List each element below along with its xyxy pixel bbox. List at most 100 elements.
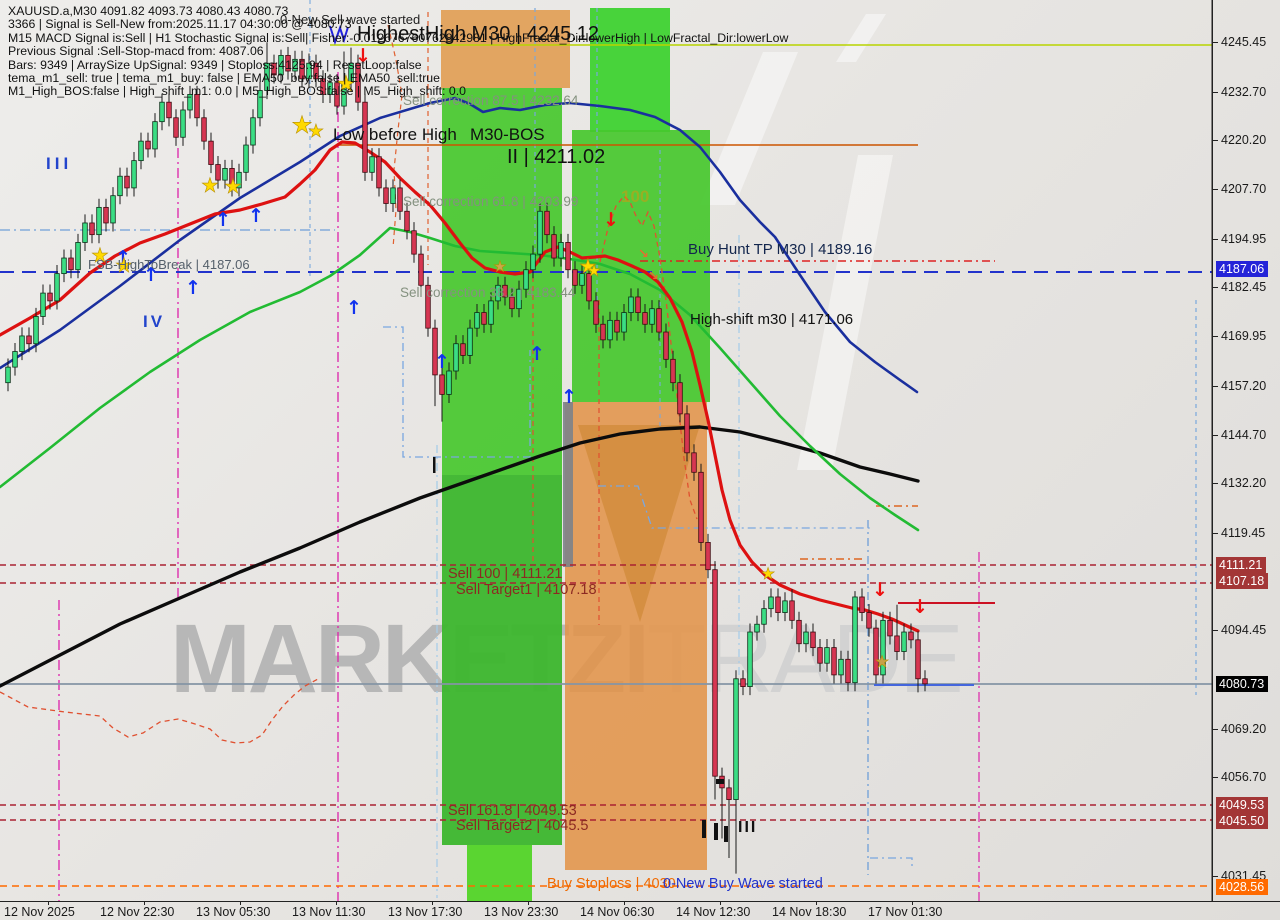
info-line-bars: Bars: 9349 | ArraySize UpSignal: 9349 | … — [8, 57, 422, 72]
price-tick-label: 4119.45 — [1221, 525, 1266, 540]
candle — [859, 596, 865, 613]
signal-arrows: ↑ ↑ ↑ ↑ ↑ ↑ ↑ ↑ ↑ ↓ ↓ ↓ ↓ ↘ ↘ — [115, 45, 928, 618]
candle — [684, 413, 690, 454]
candle — [117, 175, 123, 197]
time-tick — [816, 901, 817, 905]
candle — [124, 175, 130, 189]
candle — [103, 206, 109, 224]
time-tick-label: 13 Nov 11:30 — [292, 905, 366, 919]
candle — [733, 678, 739, 800]
candle — [600, 323, 606, 341]
candle — [796, 619, 802, 645]
down-arrow-icon: ↓ — [355, 45, 371, 67]
time-tick-label: 12 Nov 22:30 — [100, 905, 175, 919]
time-tick-label: 13 Nov 23:30 — [484, 905, 559, 919]
candle — [775, 596, 781, 613]
candle — [467, 327, 473, 356]
candle — [82, 222, 88, 243]
time-tick — [240, 901, 241, 905]
time-tick-label: 13 Nov 17:30 — [388, 905, 463, 919]
candle — [68, 257, 74, 271]
candle — [817, 647, 823, 664]
info-line-bos: M1_High_BOS:false | High_shift_m1: 0.0 |… — [8, 84, 466, 99]
candle — [607, 319, 613, 341]
dashed-trails — [0, 24, 913, 866]
candle — [432, 327, 438, 376]
star-icon: ★ — [875, 652, 889, 671]
candle — [635, 296, 641, 313]
time-tick — [528, 901, 529, 905]
candle — [40, 292, 46, 317]
candle — [544, 210, 550, 236]
time-tick-label: 13 Nov 05:30 — [196, 905, 271, 919]
candle — [12, 351, 18, 368]
candle — [922, 678, 928, 685]
candle — [201, 117, 207, 142]
star-icon: ★ — [336, 72, 356, 97]
candle — [572, 269, 578, 286]
candle — [677, 382, 683, 415]
candle — [271, 62, 277, 76]
up-arrow-icon: ↑ — [185, 277, 201, 299]
star-icon: ★ — [291, 111, 313, 139]
candle — [334, 82, 340, 107]
candle — [355, 62, 361, 103]
candle — [166, 101, 172, 119]
candle — [712, 569, 718, 777]
price-tick-label: 4232.70 — [1221, 84, 1267, 99]
horizontal-levels — [0, 44, 1212, 887]
candle — [621, 312, 627, 333]
candle — [838, 658, 844, 676]
candle — [586, 273, 592, 302]
candle — [754, 623, 760, 633]
star-icon: ★ — [91, 243, 109, 267]
candle — [404, 210, 410, 232]
candle — [908, 631, 914, 641]
time-tick-label: 14 Nov 18:30 — [772, 905, 847, 919]
candle — [670, 358, 676, 384]
candle — [768, 596, 774, 610]
time-tick-label: 14 Nov 06:30 — [580, 905, 655, 919]
time-tick-label: 14 Nov 12:30 — [676, 905, 751, 919]
candle — [411, 230, 417, 255]
up-arrow-icon: ↑ — [346, 297, 362, 319]
candle — [96, 206, 102, 236]
candle — [740, 678, 746, 687]
se-arrow-icon: ↘ — [648, 269, 659, 284]
candle — [565, 242, 571, 271]
candle — [747, 631, 753, 687]
candle — [173, 117, 179, 138]
candle — [726, 787, 732, 800]
up-arrow-icon: ↑ — [248, 205, 264, 227]
time-tick — [624, 901, 625, 905]
candle — [628, 296, 634, 313]
candle — [152, 121, 158, 150]
candle — [481, 312, 487, 325]
fractal-marks — [433, 457, 728, 842]
price-tick — [1213, 875, 1218, 877]
candle — [831, 647, 837, 676]
candle — [649, 308, 655, 325]
candle — [663, 331, 669, 360]
price-axis[interactable]: 4245.45 4232.70 4220.20 4207.70 4194.95 4182.… — [1212, 0, 1280, 901]
candle — [229, 168, 235, 189]
candle — [47, 292, 53, 302]
price-tick-label: 4094.45 — [1221, 623, 1267, 638]
candle — [425, 284, 431, 329]
candle — [145, 140, 151, 150]
price-badge: 4111.21 — [1216, 556, 1267, 573]
price-tick — [1213, 630, 1218, 632]
step-right — [598, 485, 870, 529]
sl-trail-mountain — [599, 195, 698, 520]
candle — [523, 269, 529, 290]
candle — [61, 257, 67, 275]
time-axis[interactable]: 12 Nov 2025 12 Nov 22:30 13 Nov 05:30 13 No… — [0, 901, 1280, 920]
candle — [691, 452, 697, 473]
orange-arrow-shape — [578, 425, 700, 622]
candle — [866, 612, 872, 629]
zone-green-left-dark — [442, 475, 562, 845]
price-tick — [1213, 41, 1218, 43]
time-tick-label: 17 Nov 01:30 — [868, 905, 943, 919]
price-tick — [1213, 336, 1218, 338]
